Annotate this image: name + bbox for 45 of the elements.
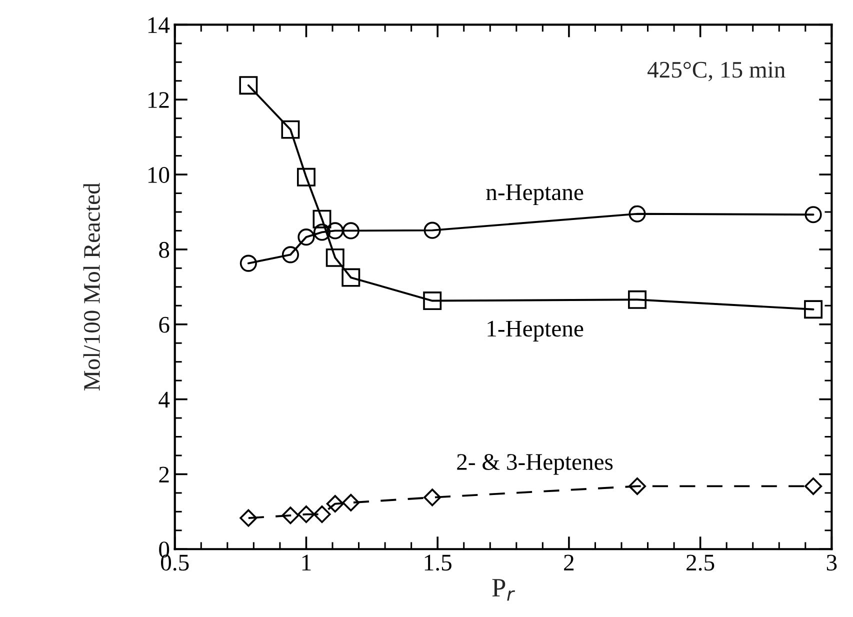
point <box>342 494 360 512</box>
point <box>239 76 258 95</box>
point <box>342 222 360 240</box>
point <box>326 222 344 240</box>
point <box>282 506 300 524</box>
y-tick-label: 6 <box>159 316 170 333</box>
point <box>313 506 331 524</box>
point <box>804 206 822 224</box>
x-tick-label: 1.5 <box>424 554 452 571</box>
x-tick-label: 3 <box>826 554 837 571</box>
point <box>298 228 315 246</box>
y-axis-title: Mol/100 Mol Reacted <box>83 182 100 390</box>
point <box>313 224 331 241</box>
point <box>312 210 332 228</box>
point <box>297 506 315 524</box>
point <box>282 246 300 264</box>
point <box>804 300 823 319</box>
x-tick-label: 2.5 <box>686 554 714 571</box>
x-tick-label: 2 <box>564 554 574 570</box>
point <box>326 248 344 267</box>
y-tick-label: 10 <box>148 167 170 183</box>
point <box>326 495 344 513</box>
point <box>628 290 646 309</box>
y-tick-label: 8 <box>159 242 170 258</box>
series-label: 1-Heptene <box>488 320 584 342</box>
point <box>628 477 646 495</box>
x-axis-title: P$_{r}$ <box>492 579 516 601</box>
series-label: 2- & 3-Heptenes <box>457 454 613 475</box>
point <box>281 120 300 139</box>
point <box>424 222 441 239</box>
point <box>424 488 442 506</box>
series-label: n-Heptane <box>486 184 584 206</box>
y-tick-label: 2 <box>159 466 169 482</box>
point <box>240 254 257 272</box>
point <box>296 168 316 186</box>
point <box>804 477 822 495</box>
x-tick-label: 1 <box>302 554 311 570</box>
point <box>628 205 646 222</box>
y-tick-label: 12 <box>148 92 169 108</box>
annotation: 425°C, 15 min <box>648 62 786 82</box>
y-tick-label: 14 <box>148 17 170 33</box>
point <box>240 509 258 527</box>
point <box>423 292 442 310</box>
point <box>342 268 360 287</box>
y-tick-label: 4 <box>158 392 170 408</box>
